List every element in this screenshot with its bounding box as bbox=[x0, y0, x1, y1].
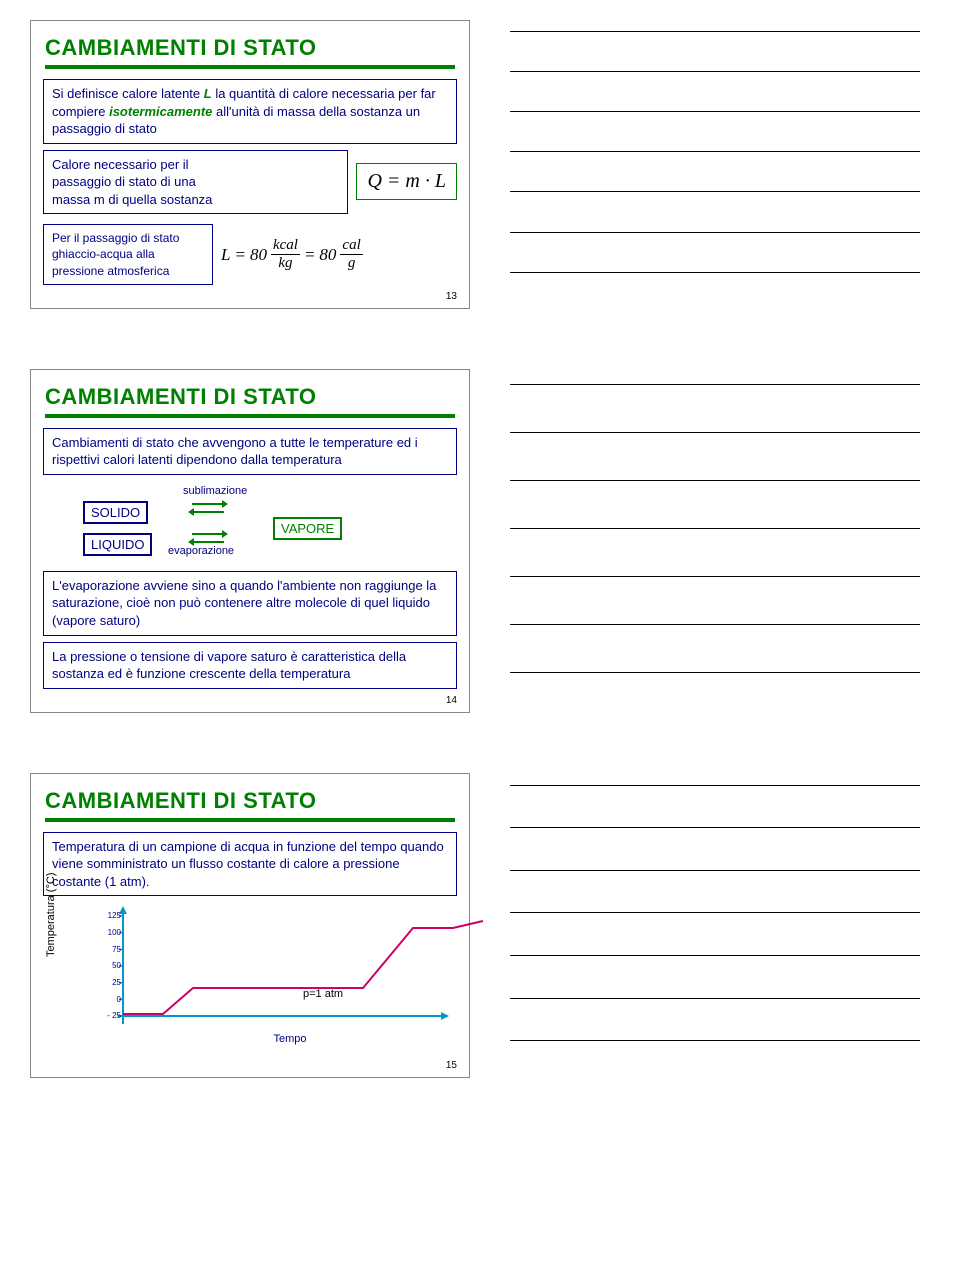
note-line bbox=[510, 911, 920, 913]
label-evaporazione: evaporazione bbox=[168, 545, 234, 557]
notes-15 bbox=[510, 773, 920, 1079]
definition-box: Si definisce calore latente L la quantit… bbox=[43, 79, 457, 144]
fL-u2d: g bbox=[348, 255, 356, 271]
ytick-label: - 25 bbox=[97, 1011, 121, 1020]
formula-L: L = 80 kcalkg = 80 calg bbox=[221, 238, 363, 271]
fL-v1: 80 bbox=[250, 245, 267, 265]
state-liquido: LIQUIDO bbox=[83, 533, 152, 556]
title-underline bbox=[45, 65, 455, 69]
def-iso: isotermicamente bbox=[109, 104, 212, 119]
note-line bbox=[510, 623, 920, 625]
evap-box: L'evaporazione avviene sino a quando l'a… bbox=[43, 571, 457, 636]
slide-14: CAMBIAMENTI DI STATO Cambiamenti di stat… bbox=[30, 369, 470, 713]
note-line bbox=[510, 671, 920, 673]
note-line bbox=[510, 383, 920, 385]
title-underline bbox=[45, 818, 455, 822]
def-pre: Si definisce calore latente bbox=[52, 86, 204, 101]
note-line bbox=[510, 575, 920, 577]
state-diagram: SOLIDO LIQUIDO VAPORE sublimazione evapo… bbox=[73, 483, 457, 563]
note-line bbox=[510, 527, 920, 529]
label-sublimazione: sublimazione bbox=[183, 485, 247, 497]
fL-eq2: = bbox=[304, 245, 315, 265]
note-line bbox=[510, 869, 920, 871]
chart-xlabel: Tempo bbox=[123, 1033, 457, 1045]
note-line bbox=[510, 784, 920, 786]
slide-number: 14 bbox=[43, 695, 457, 706]
fL-v2: 80 bbox=[319, 245, 336, 265]
note-line bbox=[510, 231, 920, 233]
note-line bbox=[510, 30, 920, 32]
temperature-chart: Temperatura (°C) Tempo 1251007550250- 25… bbox=[73, 906, 457, 1056]
slide-13: CAMBIAMENTI DI STATO Si definisce calore… bbox=[30, 20, 470, 309]
pressione-box: La pressione o tensione di vapore saturo… bbox=[43, 642, 457, 689]
note-line bbox=[510, 479, 920, 481]
note-line bbox=[510, 150, 920, 152]
state-solido: SOLIDO bbox=[83, 501, 148, 524]
note-line bbox=[510, 826, 920, 828]
note-line bbox=[510, 190, 920, 192]
calore-box: Calore necessario per il passaggio di st… bbox=[43, 150, 348, 215]
fL-u1d: kg bbox=[278, 255, 292, 271]
notes-14 bbox=[510, 369, 920, 713]
slide-title: CAMBIAMENTI DI STATO bbox=[45, 788, 457, 814]
title-underline bbox=[45, 414, 455, 418]
note-line bbox=[510, 997, 920, 999]
slide-15: CAMBIAMENTI DI STATO Temperatura di un c… bbox=[30, 773, 470, 1079]
note-line bbox=[510, 110, 920, 112]
ytick-label: 50 bbox=[97, 961, 121, 970]
note-line bbox=[510, 1039, 920, 1041]
slide-number: 13 bbox=[43, 291, 457, 302]
ytick-label: 125 bbox=[97, 911, 121, 920]
ytick-label: 100 bbox=[97, 928, 121, 937]
slide-number: 15 bbox=[43, 1060, 457, 1071]
fL-L: L bbox=[221, 245, 230, 265]
state-vapore: VAPORE bbox=[273, 517, 342, 540]
note-line bbox=[510, 954, 920, 956]
fL-eq1: = bbox=[234, 245, 245, 265]
slide-title: CAMBIAMENTI DI STATO bbox=[45, 35, 457, 61]
arrow-sublimazione bbox=[188, 501, 228, 515]
ytick-label: 0 bbox=[97, 995, 121, 1004]
chart-svg bbox=[73, 906, 453, 1026]
ytick-label: 75 bbox=[97, 945, 121, 954]
slide-title: CAMBIAMENTI DI STATO bbox=[45, 384, 457, 410]
ghiaccio-box: Per il passaggio di stato ghiaccio-acqua… bbox=[43, 224, 213, 285]
fL-u2n: cal bbox=[340, 238, 362, 255]
notes-13 bbox=[510, 20, 920, 309]
intro-box: Cambiamenti di stato che avvengono a tut… bbox=[43, 428, 457, 475]
intro-box: Temperatura di un campione di acqua in f… bbox=[43, 832, 457, 897]
note-line bbox=[510, 271, 920, 273]
chart-annotation: p=1 atm bbox=[303, 988, 343, 1000]
note-line bbox=[510, 70, 920, 72]
formula-Q: Q = m · L bbox=[356, 163, 457, 200]
chart-ylabel: Temperatura (°C) bbox=[45, 873, 57, 957]
arrow-evaporazione bbox=[188, 531, 228, 545]
ytick-label: 25 bbox=[97, 978, 121, 987]
note-line bbox=[510, 431, 920, 433]
def-L: L bbox=[204, 86, 212, 101]
fL-u1n: kcal bbox=[271, 238, 300, 255]
